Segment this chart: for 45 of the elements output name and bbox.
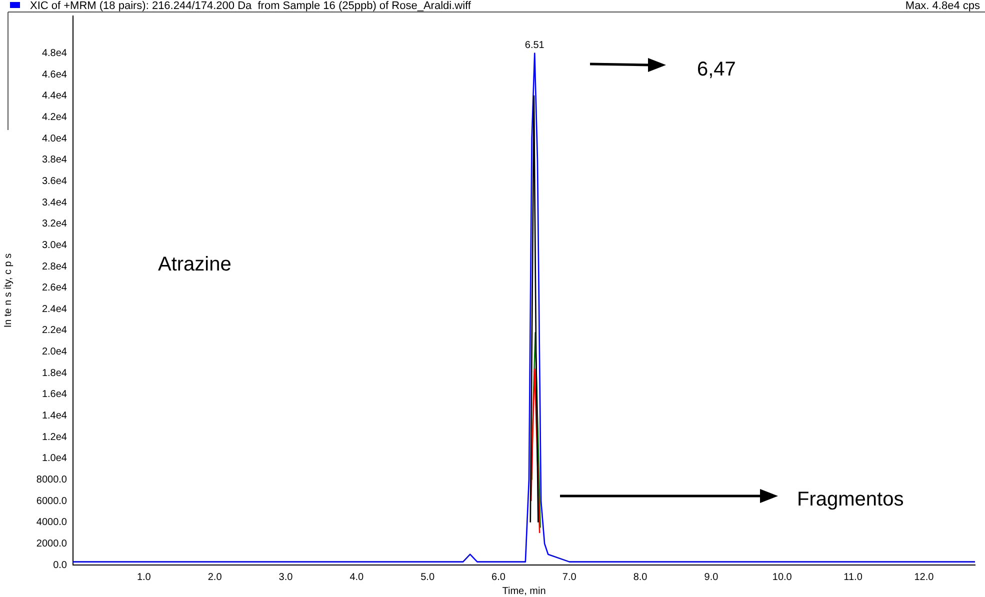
y-tick-label: 2.2e4 (42, 325, 68, 336)
y-tick-label: 3.4e4 (42, 197, 68, 208)
x-tick-label: 6.0 (492, 572, 506, 583)
y-tick-label: 4.8e4 (42, 48, 68, 60)
y-tick-label: 4.4e4 (42, 90, 68, 102)
x-tick-label: 11.0 (844, 572, 863, 583)
y-tick-label: 6000.0 (36, 496, 68, 507)
y-tick-label: 3.8e4 (42, 154, 68, 166)
y-tick-label: 0.0 (53, 560, 68, 571)
chart-title: XIC of +MRM (18 pairs): 216.244/174.200 Da from Sample 16 (25ppb) of Rose_Araldi.wiff (30, 0, 472, 12)
y-tick-label: 1.0e4 (42, 453, 68, 464)
x-tick-label: 7.0 (562, 572, 577, 583)
y-tick-label: 2.6e4 (42, 282, 68, 294)
x-tick-label: 9.0 (704, 572, 719, 583)
annotation: Atrazine (158, 254, 232, 276)
y-tick-label: 1.4e4 (42, 410, 68, 422)
y-tick-label: 1.2e4 (42, 432, 68, 443)
y-tick-label: 8000.0 (36, 474, 68, 486)
x-axis-title: Time, min (502, 586, 546, 597)
y-axis-title: In te n s ity, c p s (2, 253, 14, 328)
x-tick-label: 1.0 (136, 572, 152, 583)
y-tick-label: 4.2e4 (42, 112, 68, 124)
y-tick-label: 4.6e4 (42, 69, 68, 80)
y-tick-label: 2.8e4 (42, 261, 68, 272)
y-tick-label: 2000.0 (36, 538, 68, 550)
x-tick-label: 2.0 (208, 572, 222, 583)
y-tick-label: 3.0e4 (42, 240, 68, 251)
x-tick-label: 12.0 (914, 572, 934, 583)
y-tick-label: 4.0e4 (42, 133, 68, 144)
x-tick-label: 5.0 (420, 572, 435, 583)
y-tick-label: 4000.0 (36, 517, 68, 528)
y-tick-label: 1.6e4 (42, 389, 68, 400)
x-tick-label: 3.0 (278, 572, 294, 583)
x-tick-label: 8.0 (633, 572, 648, 583)
y-tick-label: 2.4e4 (42, 304, 68, 315)
y-tick-label: 1.8e4 (42, 368, 68, 379)
annotation: 6.51 (524, 40, 545, 52)
y-tick-label: 2.0e4 (42, 346, 68, 358)
x-tick-label: 10.0 (772, 572, 792, 583)
annotation: Fragmentos (797, 488, 904, 511)
text: Max. 4.8e4 cps (905, 0, 980, 12)
x-tick-label: 4.0 (350, 572, 364, 583)
y-tick-label: 3.2e4 (42, 218, 68, 230)
y-tick-label: 3.6e4 (42, 176, 68, 187)
annotation: 6,47 (697, 58, 736, 81)
